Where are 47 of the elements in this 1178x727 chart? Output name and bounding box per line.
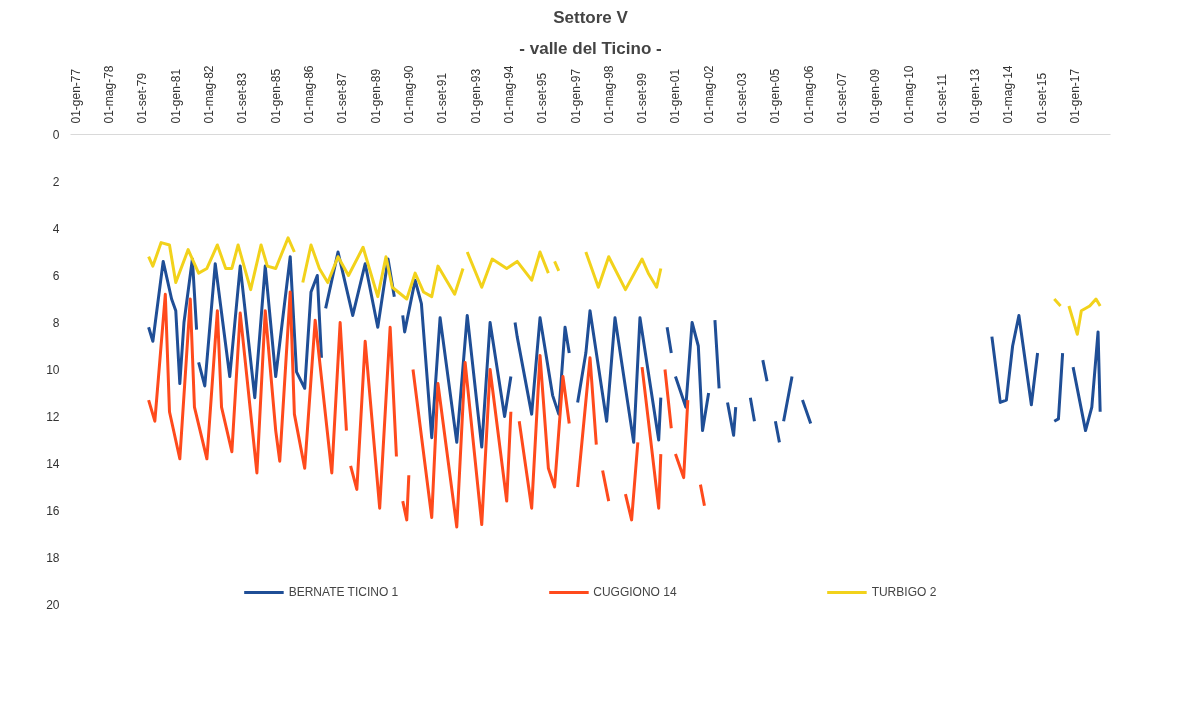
x-tick-label: 01-set-79 [135,72,150,124]
y-tick-label: 6 [52,269,60,283]
x-tick-label: 01-set-03 [735,72,750,124]
chart-subtitle: - valle del Ticino - [519,38,662,58]
legend-label: TURBIGO 2 [871,585,937,599]
x-tick-label: 01-set-95 [535,72,550,124]
y-tick-label: 10 [46,363,60,377]
chart-title: Settore V [553,7,629,27]
x-tick-label: 01-gen-93 [468,68,483,124]
x-tick-label: 01-gen-17 [1068,68,1083,124]
x-tick-label: 01-gen-09 [868,68,883,124]
x-tick-label: 01-gen-85 [268,68,283,124]
y-tick-label: 0 [52,128,60,142]
legend-label: BERNATE TICINO 1 [288,585,399,599]
x-tick-label: 01-mag-02 [701,65,716,124]
x-tick-label: 01-gen-81 [168,68,183,124]
x-tick-label: 01-gen-97 [568,68,583,124]
x-tick-label: 01-mag-78 [102,65,117,124]
x-tick-label: 01-mag-82 [201,65,216,124]
x-tick-label: 01-set-87 [335,72,350,124]
x-tick-label: 01-set-11 [934,73,949,124]
x-tick-label: 01-gen-77 [68,68,83,124]
x-tick-label: 01-mag-14 [1001,65,1016,124]
x-tick-label: 01-gen-89 [368,68,383,124]
y-tick-label: 12 [46,410,60,424]
x-tick-label: 01-set-99 [635,72,650,124]
y-tick-label: 16 [46,504,60,518]
y-tick-label: 20 [46,598,60,612]
y-tick-label: 2 [52,175,60,189]
x-tick-label: 01-set-07 [834,72,849,124]
x-tick-label: 01-set-91 [435,72,450,124]
x-tick-label: 01-mag-94 [501,65,516,124]
x-tick-label: 01-mag-86 [301,65,316,124]
y-tick-label: 14 [46,457,60,471]
x-tick-label: 01-gen-05 [768,68,783,124]
x-tick-label: 01-gen-01 [668,68,683,124]
x-tick-label: 01-mag-10 [901,65,916,124]
x-tick-label: 01-mag-90 [401,65,416,124]
y-tick-label: 18 [46,551,60,565]
x-tick-label: 01-mag-98 [601,65,616,124]
x-tick-label: 01-set-83 [235,72,250,124]
y-tick-label: 4 [52,222,60,236]
y-tick-label: 8 [52,316,60,330]
x-tick-label: 01-set-15 [1034,72,1049,124]
x-tick-label: 01-gen-13 [968,68,983,124]
x-tick-label: 01-mag-06 [801,65,816,124]
legend-label: CUGGIONO 14 [593,585,677,599]
